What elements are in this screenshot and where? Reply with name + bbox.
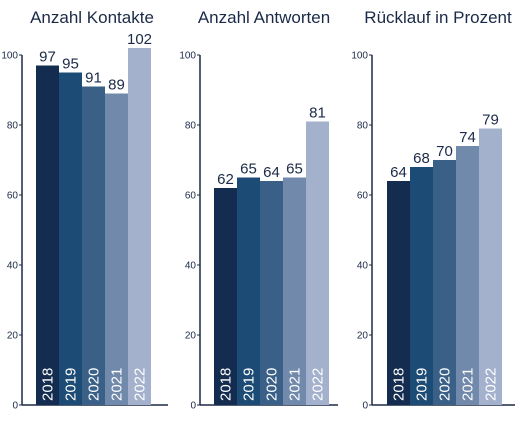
bar-value-label: 64: [263, 164, 280, 181]
category-label: 2020: [86, 368, 103, 401]
bar-2022: [479, 128, 502, 405]
y-tick-label: 60: [7, 191, 19, 202]
y-tick-label: 80: [7, 121, 19, 132]
bar-2022: [306, 121, 329, 405]
category-label: 2020: [264, 368, 281, 401]
category-label: 2018: [391, 368, 408, 401]
y-tick-label: 0: [362, 401, 368, 412]
category-label: 2022: [132, 368, 149, 401]
bar-2020: [82, 86, 105, 405]
bar-value-label: 102: [127, 31, 152, 48]
y-tick-label: 100: [1, 51, 18, 62]
y-tick-label: 100: [351, 51, 368, 62]
y-tick-label: 20: [185, 331, 197, 342]
bar-value-label: 89: [108, 77, 125, 94]
category-label: 2021: [287, 368, 304, 401]
chart-title: Anzahl Kontakte: [30, 8, 154, 27]
y-tick-label: 0: [190, 401, 196, 412]
bar-2018: [214, 188, 237, 405]
y-tick-label: 40: [357, 261, 369, 272]
bar-value-label: 91: [85, 70, 102, 87]
y-tick-label: 20: [7, 331, 19, 342]
category-label: 2022: [483, 368, 500, 401]
y-tick-label: 60: [357, 191, 369, 202]
bar-2019: [237, 177, 260, 405]
bar-2018: [387, 181, 410, 405]
chart-title: Rücklauf in Prozent: [364, 8, 512, 27]
bar-2019: [410, 167, 433, 405]
y-tick-label: 80: [185, 121, 197, 132]
y-tick-label: 40: [7, 261, 19, 272]
bar-value-label: 74: [459, 129, 476, 146]
category-label: 2022: [310, 368, 327, 401]
y-tick-label: 100: [179, 51, 196, 62]
y-tick-label: 60: [185, 191, 197, 202]
bar-2020: [260, 181, 283, 405]
y-tick-label: 80: [357, 121, 369, 132]
bar-2021: [283, 177, 306, 405]
bar-value-label: 95: [62, 56, 79, 73]
bar-2020: [433, 160, 456, 405]
bar-value-label: 70: [436, 143, 453, 160]
y-tick-label: 20: [357, 331, 369, 342]
chart-title: Anzahl Antworten: [198, 8, 330, 27]
category-label: 2019: [414, 368, 431, 401]
bar-2021: [456, 146, 479, 405]
category-label: 2018: [40, 368, 57, 401]
bar-2018: [36, 65, 59, 405]
bar-2022: [128, 48, 151, 405]
y-tick-label: 0: [12, 401, 18, 412]
category-label: 2019: [241, 368, 258, 401]
bar-value-label: 81: [309, 105, 326, 122]
bar-value-label: 68: [413, 150, 430, 167]
bar-value-label: 65: [240, 161, 257, 178]
category-label: 2021: [109, 368, 126, 401]
category-label: 2021: [460, 368, 477, 401]
bar-value-label: 65: [286, 161, 303, 178]
bar-value-label: 79: [482, 112, 499, 129]
bar-2021: [105, 93, 128, 405]
category-label: 2019: [63, 368, 80, 401]
bar-value-label: 64: [390, 164, 407, 181]
bar-value-label: 97: [39, 49, 56, 66]
bar-2019: [59, 72, 82, 405]
category-label: 2020: [437, 368, 454, 401]
bar-value-label: 62: [217, 171, 234, 188]
category-label: 2018: [218, 368, 235, 401]
y-tick-label: 40: [185, 261, 197, 272]
